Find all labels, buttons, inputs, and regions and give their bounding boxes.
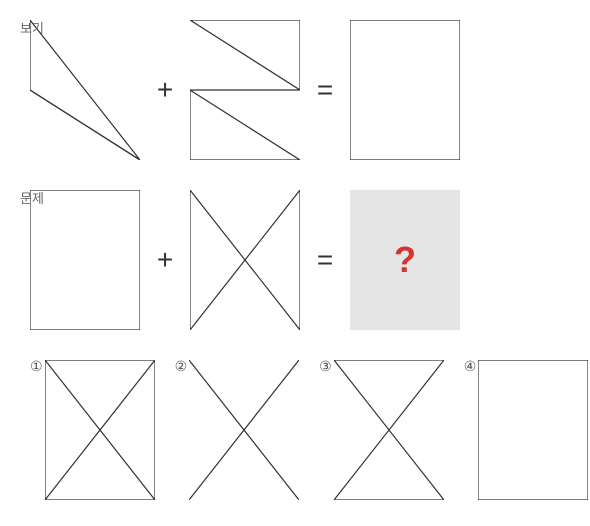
equals-operator: = [300, 74, 350, 106]
problem-label: 문제 [20, 188, 44, 207]
answer-option-2[interactable]: ② [175, 360, 300, 500]
problem-answer-slot: ? [350, 190, 460, 330]
answer-marker: ④ [464, 358, 477, 375]
problem-shape-a [30, 190, 140, 330]
shape-svg [190, 20, 300, 160]
question-box: ? [350, 190, 460, 330]
example-shape-b [190, 20, 300, 160]
problem-row: 문제 + = ? [30, 190, 560, 330]
shape-svg [190, 190, 300, 330]
answer-option-3[interactable]: ③ [319, 360, 444, 500]
plus-operator: + [140, 74, 190, 106]
shape-svg [478, 360, 588, 500]
shape-svg [45, 360, 155, 500]
example-shape-a [30, 20, 140, 160]
answer-option-4[interactable]: ④ [464, 360, 589, 500]
problem-shape-b [190, 190, 300, 330]
answer-marker: ② [175, 358, 188, 375]
answer-marker: ③ [319, 358, 332, 375]
shape-svg [350, 20, 460, 160]
shape-svg [334, 360, 444, 500]
equals-operator: = [300, 244, 350, 276]
example-label: 보기 [20, 18, 44, 37]
shape-svg [30, 190, 140, 330]
answer-options: ① ② ③ ④ [30, 360, 560, 500]
example-row: 보기 + = [30, 20, 560, 160]
example-result [350, 20, 460, 160]
shape-svg [30, 20, 140, 160]
answer-marker: ① [30, 358, 43, 375]
answer-option-1[interactable]: ① [30, 360, 155, 500]
question-mark-icon: ? [394, 239, 416, 281]
shape-svg [189, 360, 299, 500]
plus-operator: + [140, 244, 190, 276]
